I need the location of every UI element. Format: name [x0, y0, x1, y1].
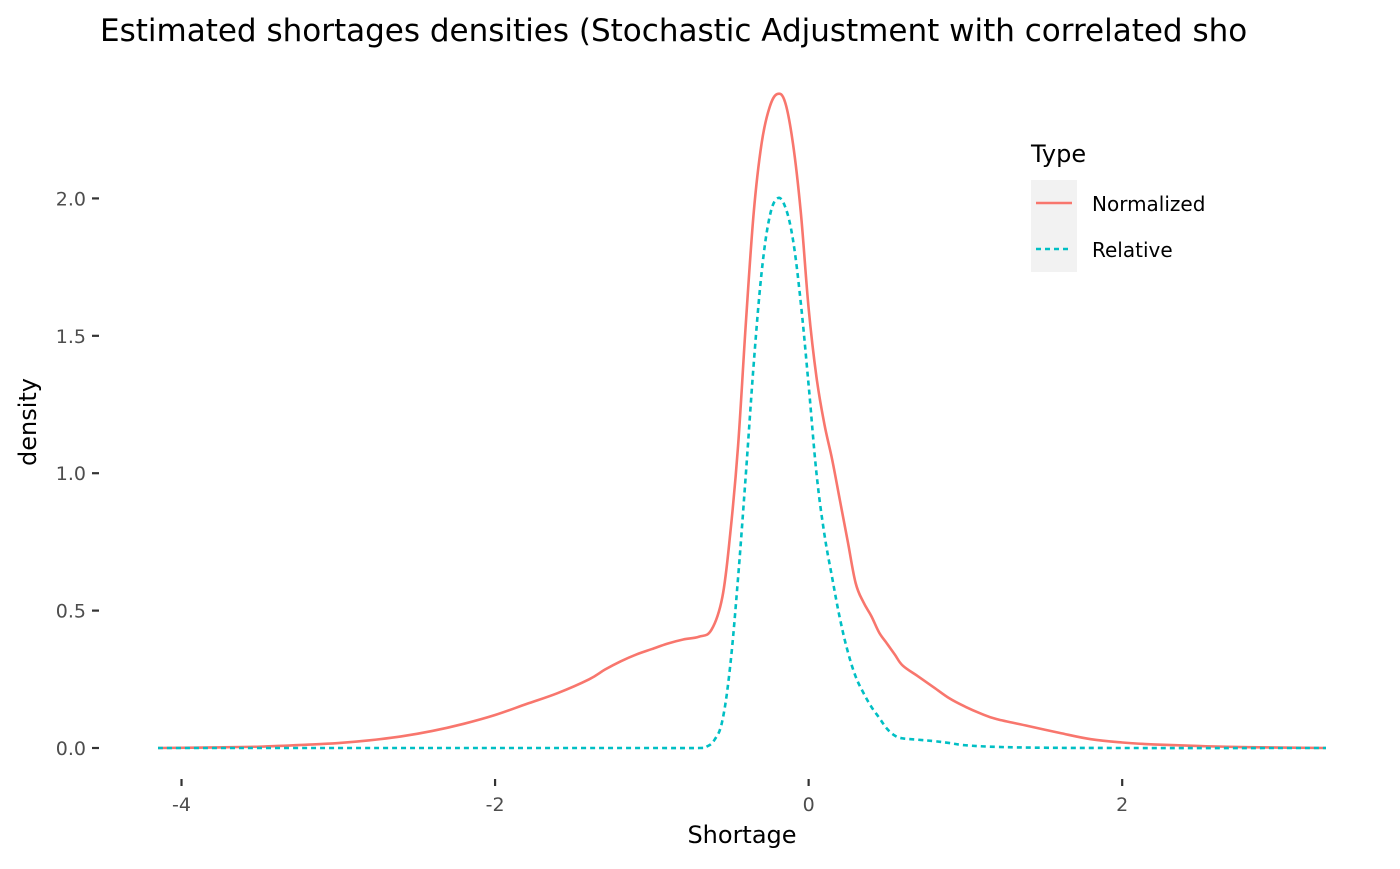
legend: Type Normalized Relative	[1030, 140, 1205, 272]
legend-label-normalized: Normalized	[1092, 192, 1205, 216]
x-tick-label: -2	[486, 794, 505, 816]
x-axis-title: Shortage	[687, 821, 796, 849]
legend-key-background	[1031, 180, 1077, 272]
legend-title: Type	[1030, 140, 1086, 168]
x-tick-label: 0	[803, 794, 815, 816]
x-tick-label: 2	[1116, 794, 1128, 816]
y-tick-label: 0.5	[56, 601, 86, 623]
legend-label-relative: Relative	[1092, 238, 1173, 262]
y-axis: 0.0 0.5 1.0 1.5 2.0	[56, 188, 99, 760]
y-tick-label: 2.0	[56, 188, 86, 210]
chart-title: Estimated shortages densities (Stochasti…	[100, 13, 1247, 49]
series-lines	[157, 92, 1327, 750]
y-axis-title: density	[14, 378, 42, 466]
y-tick-label: 1.0	[56, 463, 86, 485]
x-axis: -4 -2 0 2	[172, 779, 1128, 816]
x-tick-label: -4	[172, 794, 191, 816]
y-tick-label: 1.5	[56, 326, 86, 348]
series-line-normalized	[157, 92, 1327, 750]
series-line-relative	[157, 196, 1327, 750]
y-tick-label: 0.0	[56, 738, 86, 760]
